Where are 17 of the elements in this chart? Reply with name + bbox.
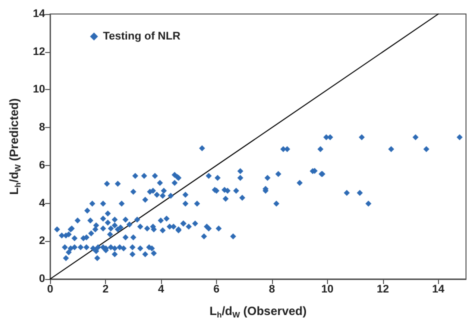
- y-tick-label: 4: [39, 197, 46, 210]
- y-tick-label: 12: [32, 46, 46, 58]
- x-tick-label: 14: [432, 284, 446, 296]
- y-tick-label: 14: [32, 8, 46, 20]
- y-tick-label: 2: [39, 235, 46, 248]
- x-tick-label: 8: [268, 284, 275, 296]
- x-tick-label: 6: [213, 284, 220, 296]
- y-tick-label: 6: [39, 159, 46, 172]
- y-tick-label: 8: [39, 122, 46, 134]
- y-tick-label: 0: [39, 273, 46, 285]
- y-tick-label: 10: [32, 84, 46, 96]
- x-tick-label: 12: [376, 284, 389, 296]
- x-tick-label: 2: [102, 284, 109, 296]
- legend-label: Testing of NLR: [103, 30, 180, 42]
- x-tick-label: 10: [321, 284, 334, 296]
- y-axis-title: Lh/dW (Predicted): [7, 98, 22, 195]
- x-tick-label: 4: [158, 284, 165, 296]
